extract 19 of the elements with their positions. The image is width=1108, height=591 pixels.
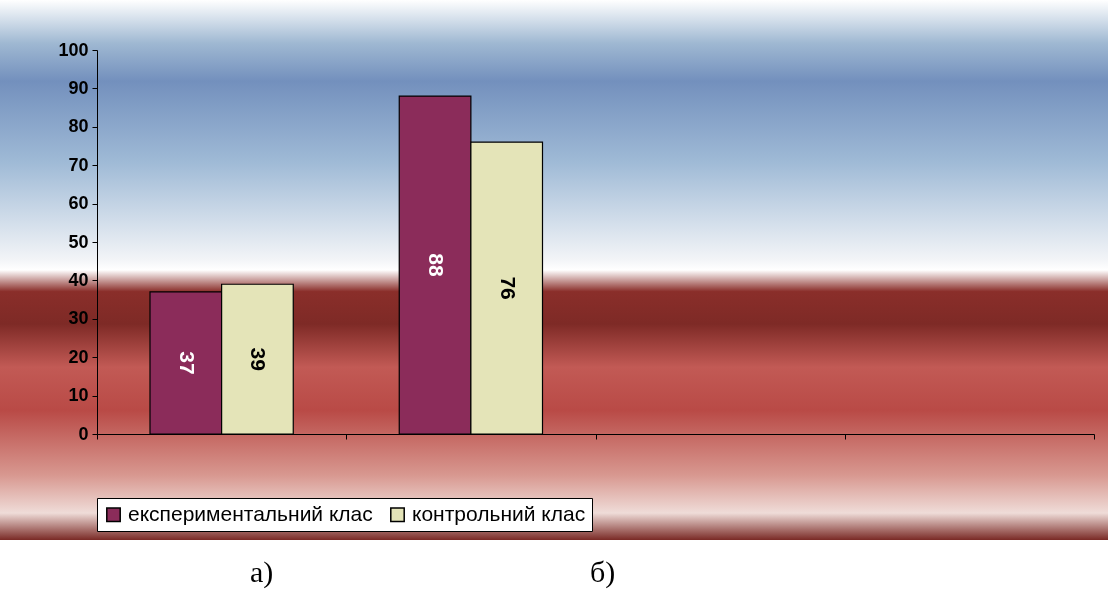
data-label: 39 — [247, 347, 271, 371]
y-tick-label: 10 — [68, 385, 89, 406]
y-tick-label: 0 — [78, 423, 89, 444]
legend-label: експериментальний клас — [128, 501, 373, 525]
data-label: 88 — [425, 253, 449, 278]
data-label: 76 — [496, 276, 520, 300]
text: б) — [590, 555, 616, 589]
y-tick-label: 40 — [68, 269, 89, 290]
legend-label: контрольний клас — [412, 501, 586, 525]
y-tick-label: 50 — [68, 231, 89, 252]
text: а) — [250, 555, 274, 589]
y-tick-label: 30 — [68, 308, 89, 329]
y-tick-label: 80 — [68, 116, 89, 137]
y-tick-label: 60 — [68, 193, 89, 214]
y-tick-label: 90 — [68, 77, 89, 98]
y-tick-label: 100 — [58, 39, 89, 60]
y-tick-label: 20 — [68, 346, 89, 367]
data-label: 37 — [175, 351, 199, 375]
y-tick-label: 70 — [68, 154, 89, 175]
